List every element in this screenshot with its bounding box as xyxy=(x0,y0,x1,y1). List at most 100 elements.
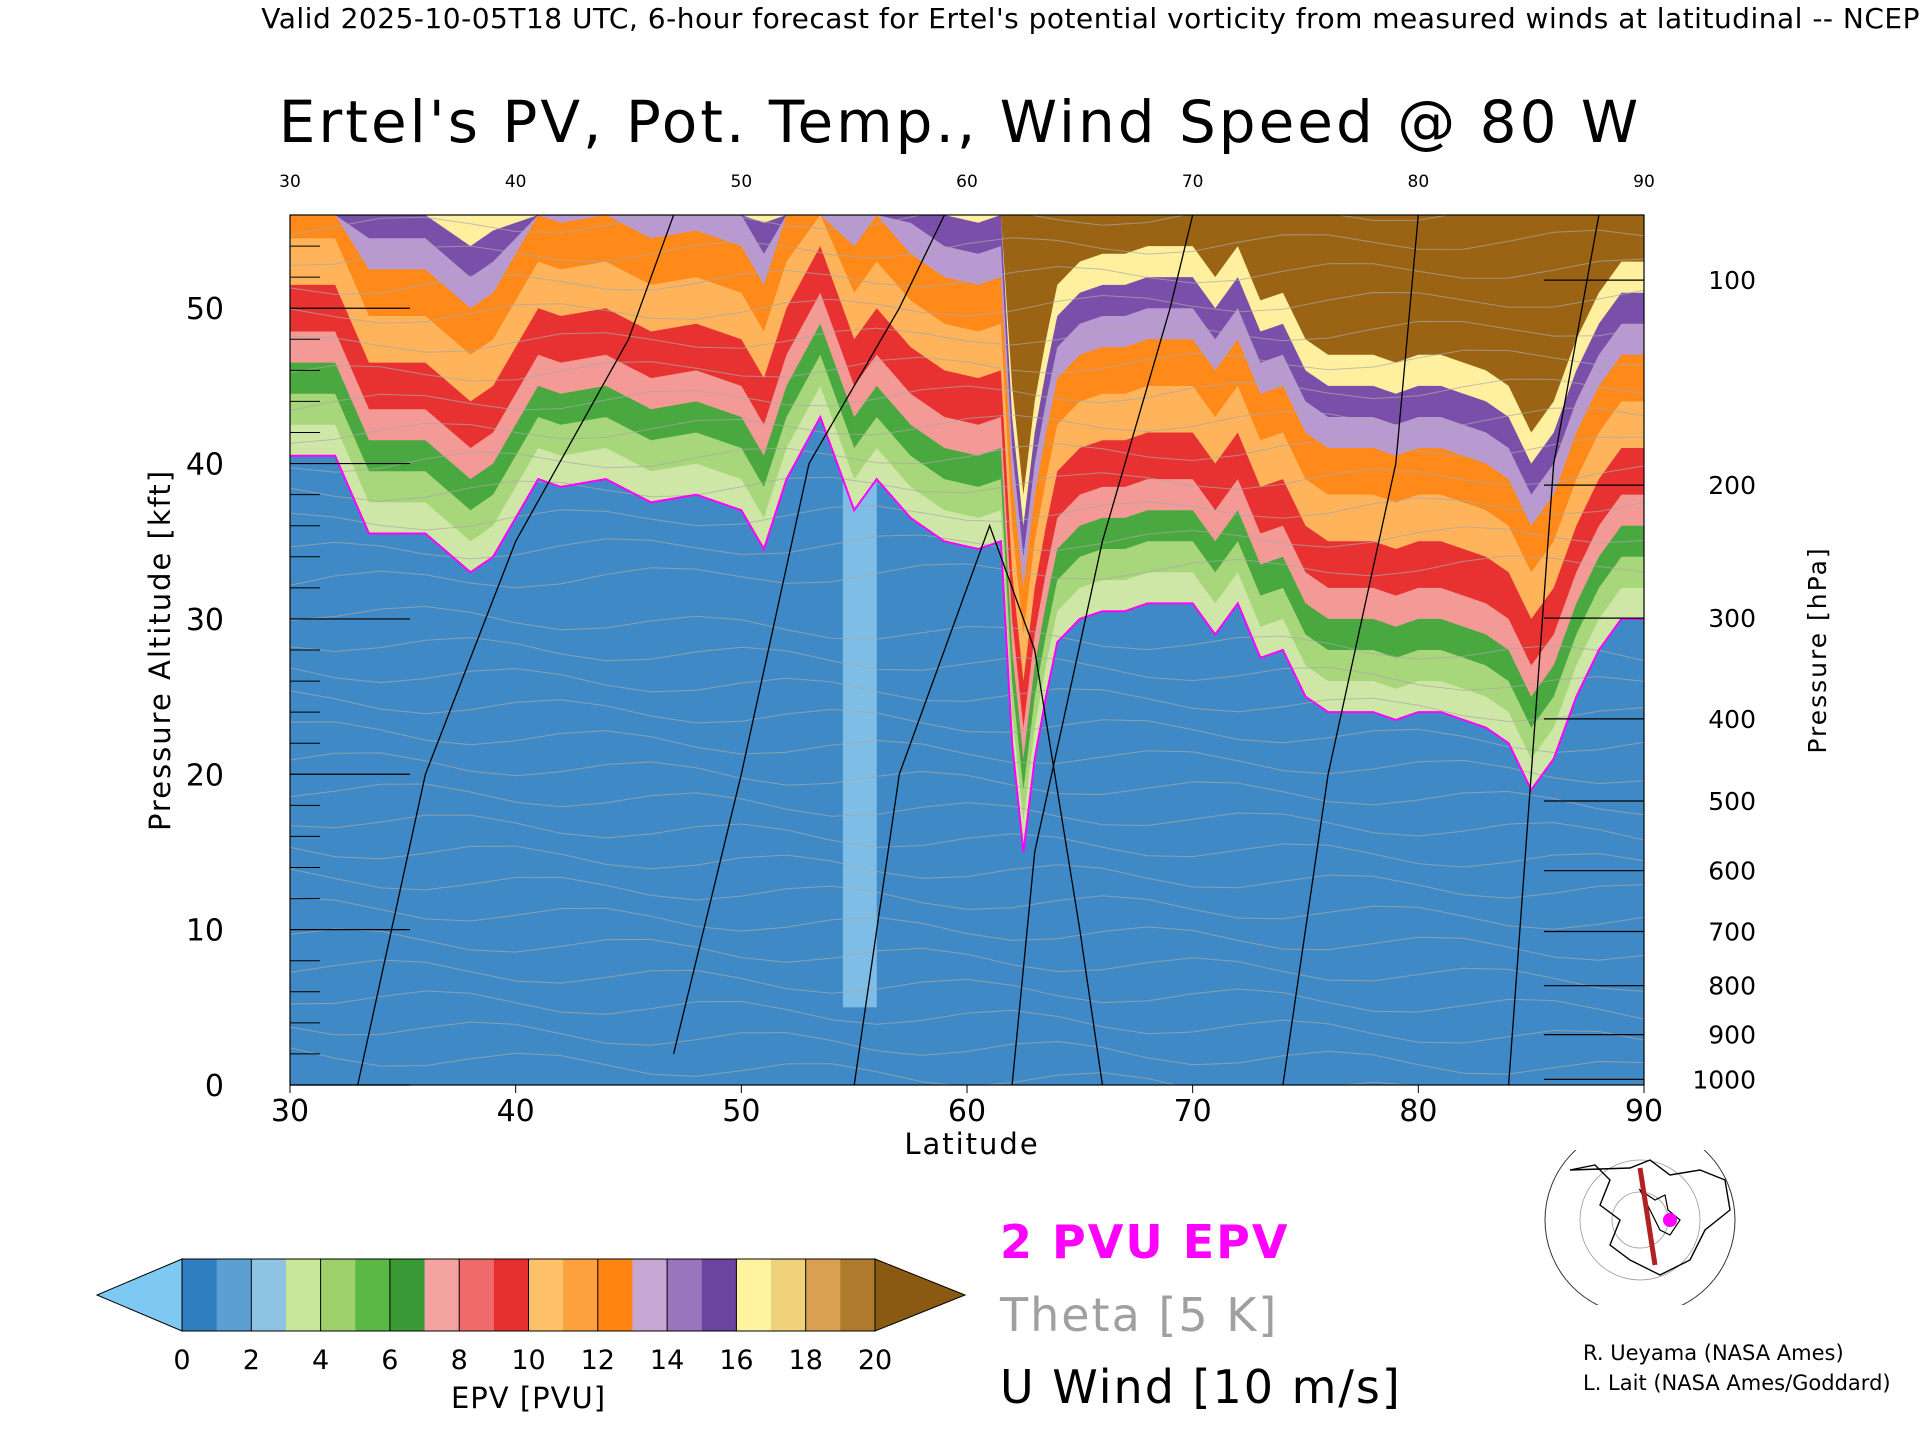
theta-isentrope xyxy=(290,349,1644,382)
location-map xyxy=(1544,1150,1736,1305)
chart-title: Ertel's PV, Pot. Temp., Wind Speed @ 80 … xyxy=(278,88,1642,156)
pv-low-streak xyxy=(842,463,877,1008)
colorbar-frame xyxy=(181,1258,876,1332)
x-top-tick-label: 70 xyxy=(1182,172,1204,192)
pressure-tick-label: 1000 xyxy=(1692,1065,1756,1094)
x-top-tick-label: 30 xyxy=(279,172,301,192)
theta-isentrope xyxy=(290,436,1644,473)
colorbar-swatch xyxy=(667,1259,703,1331)
colorbar-swatch xyxy=(771,1259,807,1331)
pv-band-0 xyxy=(290,215,1644,852)
x-top-tick-label: 90 xyxy=(1633,172,1655,192)
theta-isentrope xyxy=(290,868,1644,930)
colorbar-tick-label: 12 xyxy=(581,1345,615,1376)
pressure-tick-label: 600 xyxy=(1708,857,1756,886)
theta-isentrope xyxy=(290,378,1644,411)
y-tick-label: 50 xyxy=(186,292,224,327)
theta-isentrope xyxy=(290,320,1644,353)
theta-isentrope xyxy=(290,897,1644,961)
x-tick-label: 90 xyxy=(1625,1094,1663,1129)
theta-isentrope xyxy=(290,465,1644,502)
colorbar-swatch xyxy=(389,1259,426,1331)
colorbar-swatch xyxy=(736,1259,772,1331)
theta-isentrope xyxy=(290,752,1644,816)
legend-wind: U Wind [10 m/s] xyxy=(1000,1360,1402,1414)
pressure-tick-label: 100 xyxy=(1708,266,1756,295)
x-tick-label: 70 xyxy=(1174,1094,1212,1129)
colorbar-tick-label: 20 xyxy=(858,1345,892,1376)
pv-band-9 xyxy=(290,215,1644,526)
pressure-tick-label: 800 xyxy=(1708,972,1756,1001)
y-tick-label: 40 xyxy=(186,448,224,483)
pressure-tick-label: 500 xyxy=(1708,787,1756,816)
colorbar-swatch xyxy=(805,1259,841,1331)
pv-band-1 xyxy=(290,215,1644,821)
x-tick-label: 80 xyxy=(1399,1094,1437,1129)
map-coastline xyxy=(1569,1159,1731,1276)
colorbar-swatch xyxy=(355,1259,391,1331)
colorbar-tick-label: 6 xyxy=(381,1345,398,1376)
colorbar-swatch xyxy=(493,1259,529,1331)
x-tick-label: 50 xyxy=(722,1094,760,1129)
theta-isentrope xyxy=(290,407,1644,444)
colorbar-swatch xyxy=(528,1259,564,1331)
colorbar-tick-label: 18 xyxy=(789,1345,823,1376)
wind-contour xyxy=(357,215,675,1085)
theta-isentrope xyxy=(290,172,1644,203)
credit-line-2: L. Lait (NASA Ames/Goddard) xyxy=(1583,1371,1891,1395)
theta-isentrope xyxy=(290,928,1644,992)
pv-band-10 xyxy=(290,215,1644,495)
colorbar-swatch xyxy=(597,1259,633,1331)
theta-isentrope xyxy=(290,783,1644,841)
colorbar-swatch xyxy=(320,1259,356,1331)
credit-line-1: R. Ueyama (NASA Ames) xyxy=(1583,1341,1844,1365)
y-tick-label: 0 xyxy=(205,1069,224,1104)
colorbar-tick-label: 8 xyxy=(451,1345,468,1376)
map-globe-ring xyxy=(1544,1150,1736,1305)
colorbar-swatch xyxy=(285,1259,322,1331)
y-tick-label: 10 xyxy=(186,914,224,949)
colorbar-tick-label: 10 xyxy=(511,1345,545,1376)
pv-band-3 xyxy=(290,215,1644,759)
y-tick-label: 30 xyxy=(186,603,224,638)
map-ring-2 xyxy=(1579,1159,1701,1281)
credits: R. Ueyama (NASA Ames) L. Lait (NASA Ames… xyxy=(1583,1338,1891,1398)
theta-isentrope xyxy=(290,721,1644,785)
colorbar-tick-label: 4 xyxy=(312,1345,329,1376)
pressure-tick-label: 700 xyxy=(1708,918,1756,947)
colorbar-swatch xyxy=(182,1259,218,1331)
pv-band-6 xyxy=(290,215,1644,635)
theta-isentrope xyxy=(290,667,1644,723)
pressure-tick-label: 900 xyxy=(1708,1021,1756,1050)
colorbar-swatch xyxy=(563,1259,599,1331)
map-location-dot xyxy=(1663,1213,1677,1227)
colorbar-swatch xyxy=(424,1259,460,1331)
y-tick-label: 20 xyxy=(186,758,224,793)
colorbar-tick-label: 14 xyxy=(650,1345,684,1376)
theta-isentrope xyxy=(290,814,1644,868)
pv-band-7 xyxy=(290,215,1644,588)
x-top-tick-label: 60 xyxy=(956,172,978,192)
pv-band-4 xyxy=(290,215,1644,728)
theta-isentrope xyxy=(290,1047,1415,1085)
plot-frame xyxy=(289,214,1645,1086)
theta-isentrope xyxy=(290,289,1644,324)
theta-isentrope xyxy=(290,526,1644,560)
theta-isentrope xyxy=(290,845,1644,899)
theta-isentrope xyxy=(290,1021,1644,1075)
top-caption: Valid 2025-10-05T18 UTC, 6-hour forecast… xyxy=(261,2,1920,35)
pv-band-8 xyxy=(290,215,1644,557)
colorbar-tick-label: 2 xyxy=(243,1345,260,1376)
pv-band-5 xyxy=(290,215,1644,682)
x-top-tick-label: 80 xyxy=(1408,172,1430,192)
theta-isentrope xyxy=(290,258,1644,295)
pv-2pvu-contour xyxy=(290,414,1644,853)
theta-isentrope xyxy=(290,605,1644,662)
theta-isentrope xyxy=(290,497,1644,531)
pressure-tick-label: 400 xyxy=(1708,705,1756,734)
wind-contour xyxy=(1282,215,1419,1085)
x-tick-label: 40 xyxy=(497,1094,535,1129)
wind-contour xyxy=(1507,215,1600,1085)
wind-contour xyxy=(853,523,1104,1085)
x-tick-label: 30 xyxy=(271,1094,309,1129)
